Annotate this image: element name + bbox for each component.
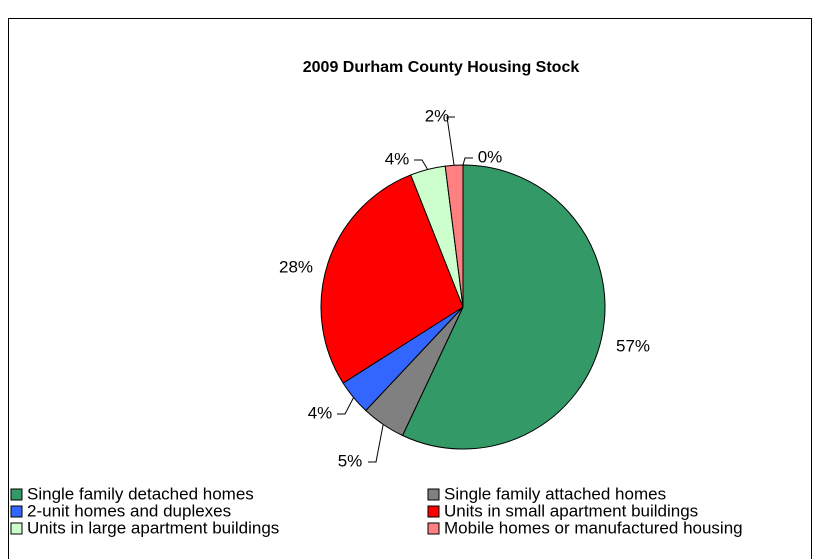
pie-slice: [320, 174, 464, 384]
data-label: 0%: [478, 147, 503, 166]
leader-line: [462, 157, 473, 166]
legend-swatch: [10, 522, 23, 535]
legend-label: Mobile homes or manufactured housing: [444, 518, 743, 537]
legend-swatch: [427, 505, 440, 518]
leader-line: [414, 159, 429, 170]
legend-swatch: [10, 488, 23, 501]
pie-slice: [401, 164, 606, 450]
data-label: 4%: [385, 149, 410, 168]
chart-title: 2009 Durham County Housing Stock: [303, 59, 580, 76]
leader-line: [337, 397, 355, 415]
data-label: 57%: [616, 336, 650, 355]
legend-swatch: [427, 488, 440, 501]
data-label: 2%: [425, 106, 450, 125]
legend-label: Units in small apartment buildings: [444, 501, 698, 520]
leader-line: [368, 424, 384, 463]
legend-swatch: [10, 505, 23, 518]
data-label: 5%: [338, 451, 363, 470]
legend-label: 2-unit homes and duplexes: [27, 501, 231, 520]
leader-line: [446, 116, 455, 166]
data-label: 4%: [308, 403, 333, 422]
legend-label: Units in large apartment buildings: [27, 518, 279, 537]
legend-label: Single family attached homes: [444, 484, 666, 503]
data-label: 28%: [279, 257, 313, 276]
legend-label: Single family detached homes: [27, 484, 254, 503]
legend-swatch: [427, 522, 440, 535]
